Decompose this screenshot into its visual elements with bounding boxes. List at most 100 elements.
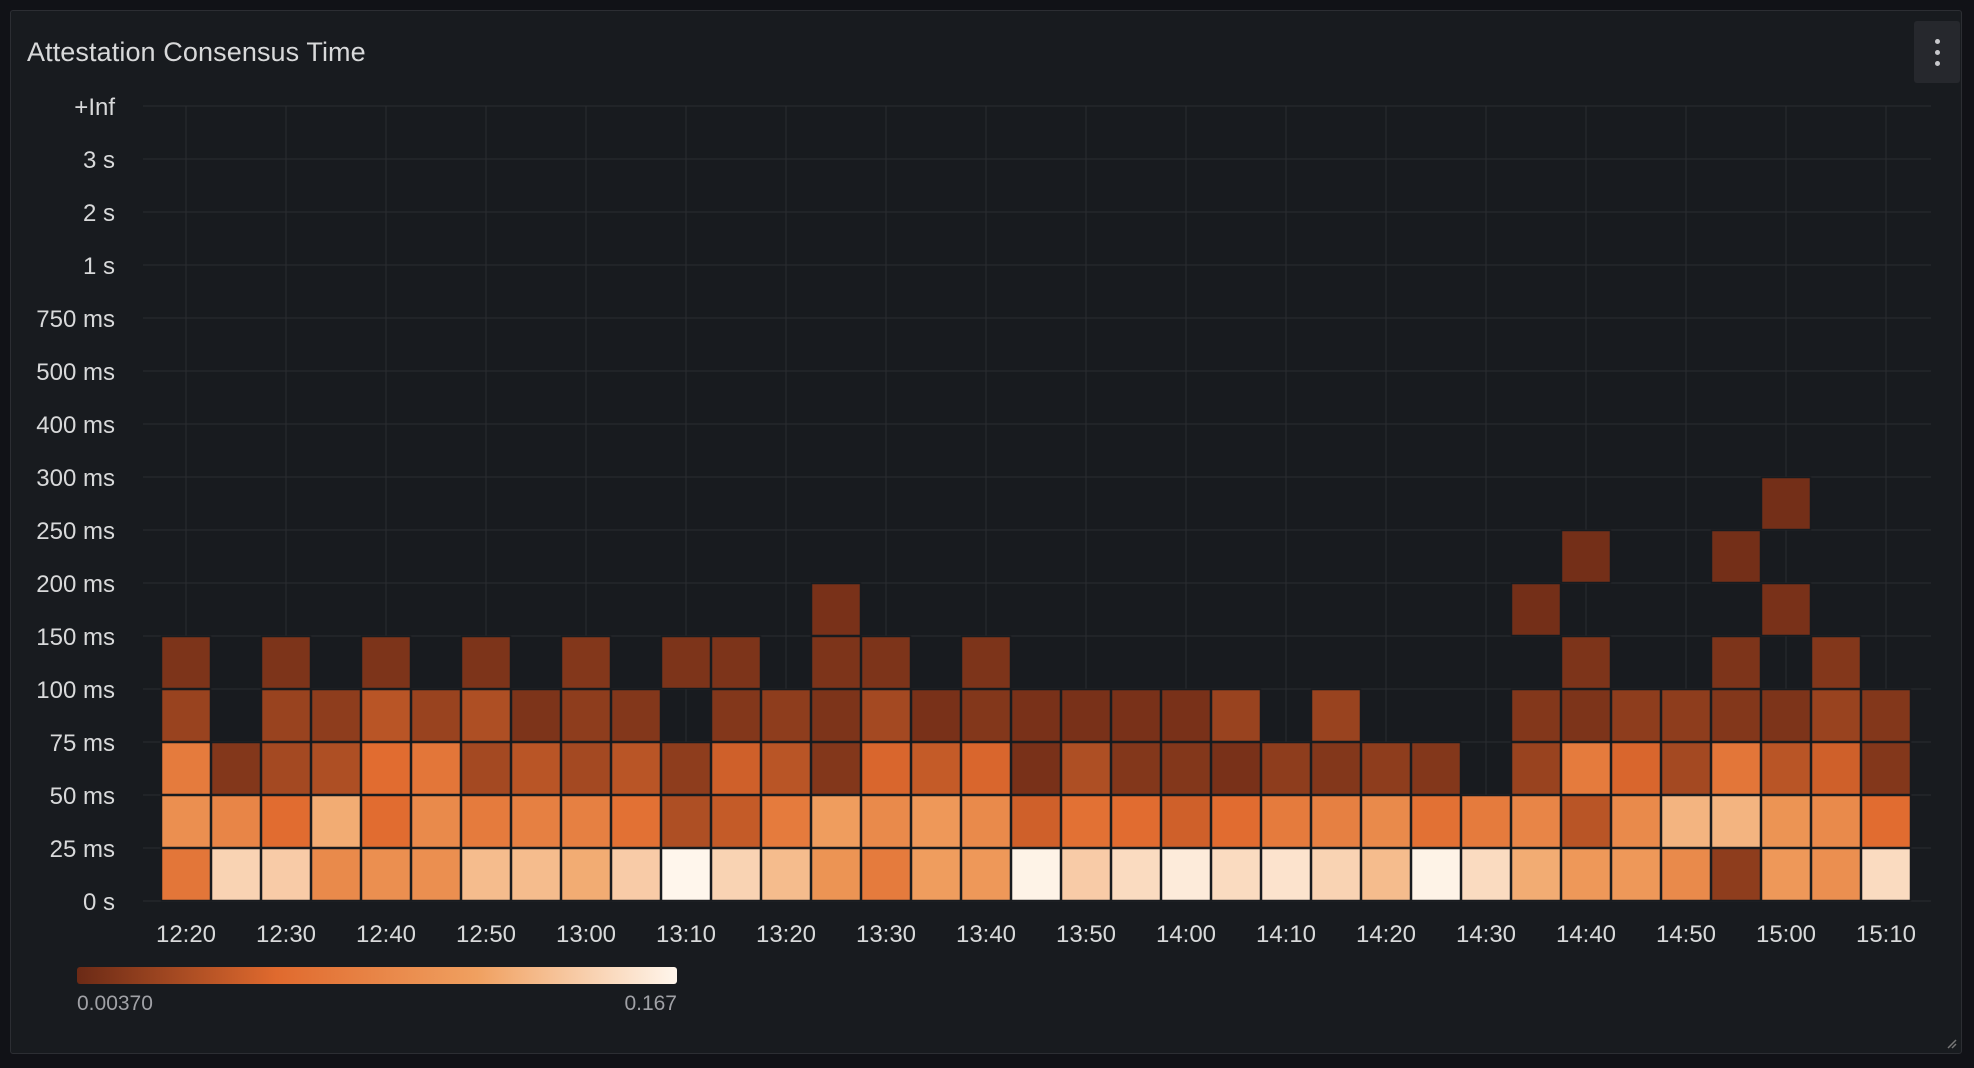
color-scale-min-label: 0.00370 — [77, 992, 153, 1015]
heatmap-cell — [660, 794, 712, 849]
y-tick-label: 500 ms — [36, 359, 115, 386]
heatmap-cell — [660, 847, 712, 902]
heatmap-cell — [460, 741, 512, 796]
x-tick-label: 12:40 — [356, 921, 416, 948]
y-tick-label: 50 ms — [50, 783, 115, 810]
heatmap-cell — [1710, 741, 1762, 796]
x-tick-label: 13:10 — [656, 921, 716, 948]
y-tick-label: 300 ms — [36, 465, 115, 492]
heatmap-cell — [960, 794, 1012, 849]
heatmap-cell — [360, 688, 412, 743]
heatmap-cell — [1710, 847, 1762, 902]
heatmap-cell — [1410, 847, 1462, 902]
heatmap-cell — [610, 688, 662, 743]
heatmap-cell — [1310, 688, 1362, 743]
y-tick-label: +Inf — [74, 94, 115, 121]
heatmap-cell — [1210, 847, 1262, 902]
heatmap-cell — [810, 582, 862, 637]
y-tick-label: 0 s — [83, 889, 115, 916]
heatmap-cell — [860, 688, 912, 743]
heatmap-cell — [860, 847, 912, 902]
heatmap-cell — [360, 794, 412, 849]
heatmap-cell — [1210, 688, 1262, 743]
heatmap-cell — [310, 794, 362, 849]
x-tick-label: 12:20 — [156, 921, 216, 948]
heatmap-cell — [1760, 582, 1812, 637]
color-scale-bar — [77, 967, 677, 984]
heatmap-cell — [560, 847, 612, 902]
heatmap-cell — [410, 794, 462, 849]
heatmap-cell — [1810, 741, 1862, 796]
heatmap-cell — [360, 741, 412, 796]
heatmap-cell — [1210, 794, 1262, 849]
resize-handle-icon[interactable] — [1945, 1037, 1957, 1049]
heatmap-cell — [210, 794, 262, 849]
heatmap-cell — [810, 741, 862, 796]
heatmap-cell — [1460, 847, 1512, 902]
heatmap-cell — [1210, 741, 1262, 796]
x-tick-label: 14:00 — [1156, 921, 1216, 948]
heatmap-cell — [1160, 688, 1212, 743]
heatmap-cell — [710, 847, 762, 902]
x-tick-label: 13:00 — [556, 921, 616, 948]
heatmap-cell — [810, 847, 862, 902]
menu-dot-icon — [1934, 60, 1940, 66]
heatmap-cell — [1860, 847, 1912, 902]
heatmap-cell — [960, 847, 1012, 902]
heatmap-cell — [1260, 847, 1312, 902]
heatmap-cell — [1110, 741, 1162, 796]
heatmap-cell — [1010, 741, 1062, 796]
heatmap-cell — [510, 794, 562, 849]
heatmap-cell — [960, 688, 1012, 743]
heatmap-cell — [1760, 688, 1812, 743]
y-tick-label: 100 ms — [36, 677, 115, 704]
heatmap-cell — [1510, 741, 1562, 796]
heatmap-cell — [1560, 688, 1612, 743]
heatmap-cell — [1710, 635, 1762, 690]
heatmap-cell — [1810, 794, 1862, 849]
x-tick-label: 14:30 — [1456, 921, 1516, 948]
heatmap-cell — [260, 635, 312, 690]
color-scale-max-label: 0.167 — [624, 992, 677, 1015]
heatmap-cell — [160, 635, 212, 690]
heatmap-cell — [610, 741, 662, 796]
heatmap-cell — [1060, 688, 1112, 743]
heatmap-cell — [460, 847, 512, 902]
heatmap-cell — [560, 741, 612, 796]
x-tick-label: 14:50 — [1656, 921, 1716, 948]
heatmap-cell — [260, 794, 312, 849]
heatmap-cell — [210, 847, 262, 902]
heatmap-cell — [510, 688, 562, 743]
heatmap-cell — [160, 741, 212, 796]
heatmap-cell — [1660, 794, 1712, 849]
heatmap-cell — [560, 794, 612, 849]
heatmap-cell — [210, 741, 262, 796]
x-tick-label: 14:40 — [1556, 921, 1616, 948]
heatmap-cell — [710, 741, 762, 796]
heatmap-cell — [1310, 794, 1362, 849]
panel-menu-button[interactable] — [1914, 21, 1960, 83]
y-tick-label: 150 ms — [36, 624, 115, 651]
y-tick-label: 2 s — [83, 200, 115, 227]
heatmap-cell — [1160, 847, 1212, 902]
heatmap-cell — [1110, 847, 1162, 902]
heatmap-cell — [910, 741, 962, 796]
heatmap-cell — [460, 794, 512, 849]
heatmap-cell — [460, 635, 512, 690]
x-tick-label: 12:50 — [456, 921, 516, 948]
heatmap-cell — [910, 794, 962, 849]
heatmap-cell — [1760, 794, 1812, 849]
heatmap-cell — [1160, 741, 1212, 796]
heatmap-cell — [560, 688, 612, 743]
heatmap-cell — [1760, 741, 1812, 796]
heatmap-cell — [410, 847, 462, 902]
x-tick-label: 15:10 — [1856, 921, 1916, 948]
heatmap-cell — [260, 688, 312, 743]
heatmap-cell — [310, 741, 362, 796]
heatmap-cell — [510, 741, 562, 796]
heatmap-cell — [1810, 847, 1862, 902]
heatmap-cell — [1710, 688, 1762, 743]
x-tick-label: 13:20 — [756, 921, 816, 948]
heatmap-cell — [1310, 847, 1362, 902]
x-tick-label: 14:20 — [1356, 921, 1416, 948]
